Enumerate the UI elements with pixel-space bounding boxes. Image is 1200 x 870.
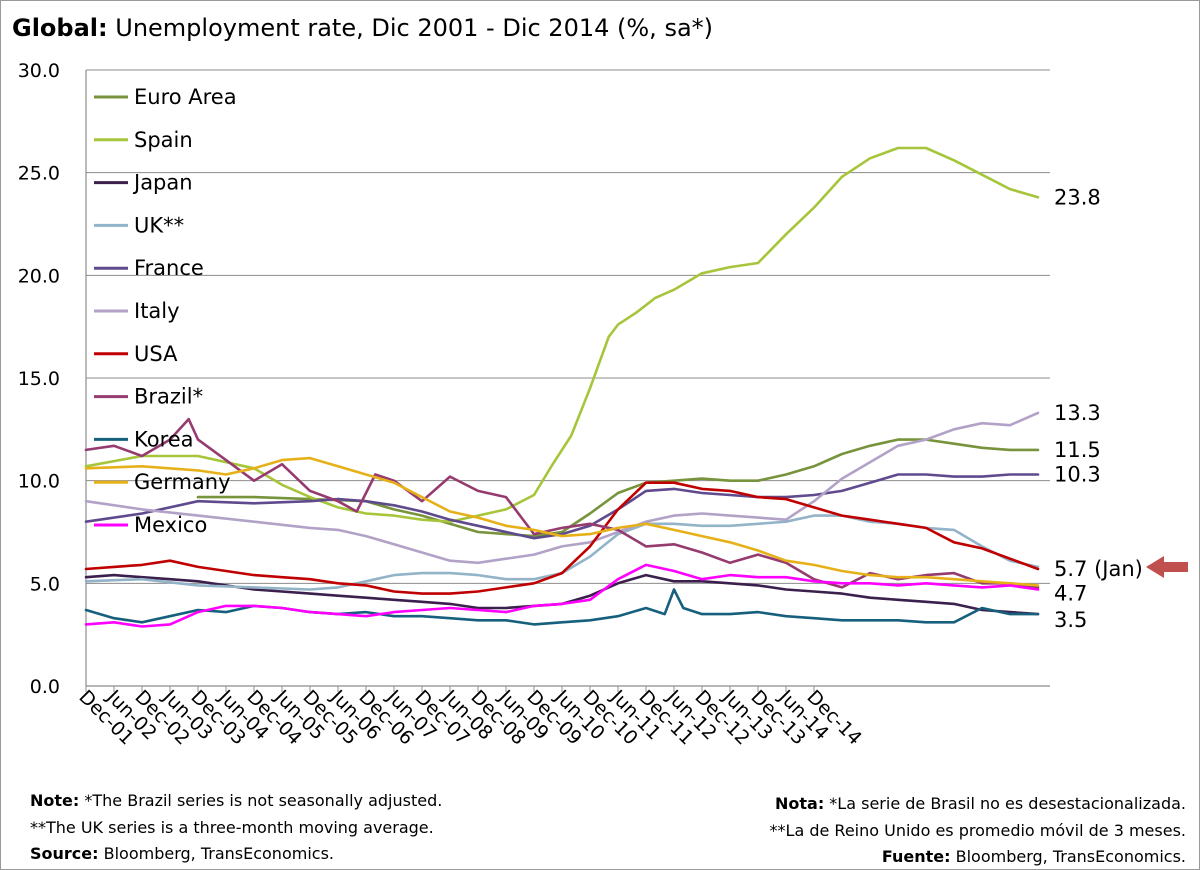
legend-label: France — [134, 256, 204, 280]
y-tick-label: 10.0 — [18, 471, 60, 493]
y-tick-label: 0.0 — [30, 676, 60, 698]
end-label: 4.7 — [1054, 581, 1087, 605]
end-label: 10.3 — [1054, 463, 1101, 487]
y-tick-label: 20.0 — [18, 265, 60, 287]
note-right-1: Nota: *La serie de Brasil no es desestac… — [774, 794, 1186, 813]
chart-title-bold: Global: — [12, 14, 108, 42]
source-right: Fuente: Bloomberg, TransEconomics. — [881, 847, 1186, 866]
chart-title: Global: Unemployment rate, Dic 2001 - Di… — [12, 14, 713, 42]
series-line-euro-area — [196, 438, 1040, 538]
end-label: 13.3 — [1054, 401, 1101, 425]
legend-label: Japan — [132, 171, 193, 195]
legend-label: Korea — [134, 427, 194, 451]
source-left: Source: Bloomberg, TransEconomics. — [30, 844, 334, 863]
note-left-2: **The UK series is a three-month moving … — [30, 818, 434, 837]
legend-label: Euro Area — [134, 85, 237, 109]
legend-label: Italy — [134, 299, 180, 323]
line-chart: 0.05.010.015.020.025.030.0Dec-01Jun-02De… — [18, 60, 1188, 749]
highlight-arrow — [1146, 555, 1188, 578]
end-label: 5.7 (Jan) — [1054, 557, 1143, 581]
end-label: 23.8 — [1054, 185, 1101, 209]
y-tick-label: 30.0 — [18, 60, 60, 82]
y-tick-label: 5.0 — [30, 573, 60, 595]
legend-label: USA — [134, 342, 178, 366]
chart-title-rest: Unemployment rate, Dic 2001 - Dic 2014 (… — [107, 14, 714, 42]
y-tick-label: 15.0 — [18, 368, 60, 390]
series-line-italy — [84, 411, 1040, 565]
series-line-germany — [84, 456, 1040, 587]
series-line-spain — [84, 146, 1040, 523]
series-line-mexico — [84, 563, 1040, 628]
legend-label: UK** — [134, 213, 184, 237]
legend-label: Mexico — [134, 513, 207, 537]
legend-label: Brazil* — [134, 385, 203, 409]
legend-label: Spain — [134, 128, 193, 152]
series-line-brazil — [84, 417, 1040, 589]
note-left-1: Note: *The Brazil series is not seasonal… — [30, 791, 443, 810]
legend-label: Germany — [134, 470, 231, 494]
series-line-usa — [84, 481, 1040, 595]
y-tick-label: 25.0 — [18, 163, 60, 185]
end-label: 11.5 — [1054, 438, 1101, 462]
note-right-2: **La de Reino Unido es promedio móvil de… — [769, 821, 1186, 840]
end-label: 3.5 — [1054, 608, 1087, 632]
series-line-japan — [84, 573, 1040, 616]
